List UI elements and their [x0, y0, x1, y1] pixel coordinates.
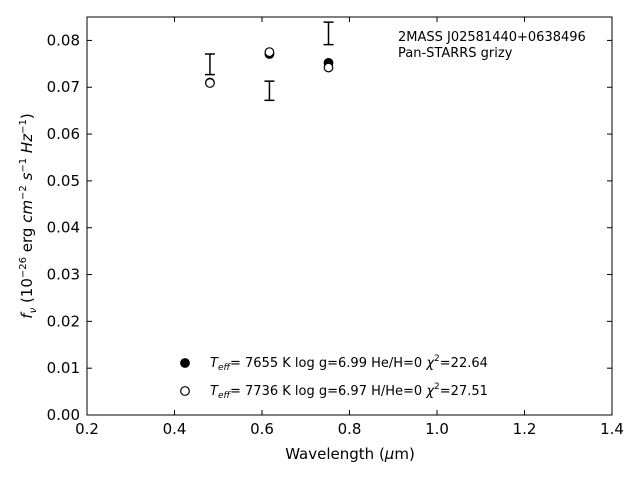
observed-errorbars	[204, 21, 334, 102]
axis-ticks: 0.2 0.4 0.6 0.8 1.0 1.2 1.4 0.00 0.01 0.02 0.03 0.0…	[47, 17, 624, 438]
x-tick-label: 1.0	[425, 420, 449, 438]
annotation-object-name: 2MASS J02581440+0638496	[398, 30, 586, 45]
observed-errorbar	[264, 80, 275, 102]
x-tick-label: 1.2	[513, 420, 537, 438]
y-tick-label: 0.05	[47, 172, 80, 190]
x-tick-label: 0.8	[338, 420, 362, 438]
y-tick-label: 0.03	[47, 266, 80, 284]
legend-entry-1: Teff= 7655 K log g=6.99 He/H=0 χ2=22.64	[210, 354, 488, 373]
x-tick-label: 0.2	[75, 420, 99, 438]
legend-entry-1-logg: log g=6.99	[295, 356, 367, 371]
y-tick-label: 0.06	[47, 125, 80, 143]
model-point-open	[264, 47, 275, 58]
observed-errorbar	[204, 53, 215, 76]
legend-entry-2-comp: H/He=0	[371, 384, 422, 399]
annotation-survey: Pan-STARRS grizy	[398, 46, 513, 61]
legend-entry-2-chi2: =27.51	[440, 384, 488, 399]
legend-entry-2-logg: log g=6.97	[295, 384, 367, 399]
y-tick-label: 0.01	[47, 359, 80, 377]
x-tick-label: 0.6	[250, 420, 274, 438]
x-tick-label: 1.4	[600, 420, 624, 438]
y-tick-label: 0.07	[47, 78, 80, 96]
y-axis-label: fν (10−26 erg cm−2 s−1 Hz−1)	[18, 113, 39, 318]
model-point-open	[205, 78, 215, 88]
legend-entry-1-comp: He/H=0	[371, 356, 422, 371]
y-tick-label: 0.02	[47, 312, 80, 330]
y-tick-label: 0.04	[47, 219, 80, 237]
x-tick-label: 0.4	[163, 420, 187, 438]
legend-entry-2: Teff= 7736 K log g=6.97 H/He=0 χ2=27.51	[210, 382, 488, 401]
model-points	[205, 47, 334, 88]
legend: Teff= 7655 K log g=6.99 He/H=0 χ2=22.64 …	[180, 354, 488, 401]
x-axis-label: Wavelength (μm)	[285, 445, 415, 463]
y-tick-label: 0.08	[47, 31, 80, 49]
legend-entry-1-teff: 7655 K	[245, 356, 291, 371]
model-point-open	[323, 62, 334, 73]
legend-entry-2-teff: 7736 K	[245, 384, 291, 399]
observed-errorbar	[323, 21, 334, 46]
legend-marker-filled	[180, 358, 190, 368]
legend-entry-1-chi2: =22.64	[440, 356, 488, 371]
plot-frame	[86, 16, 613, 416]
legend-marker-open	[180, 386, 190, 396]
y-tick-label: 0.00	[47, 406, 80, 424]
